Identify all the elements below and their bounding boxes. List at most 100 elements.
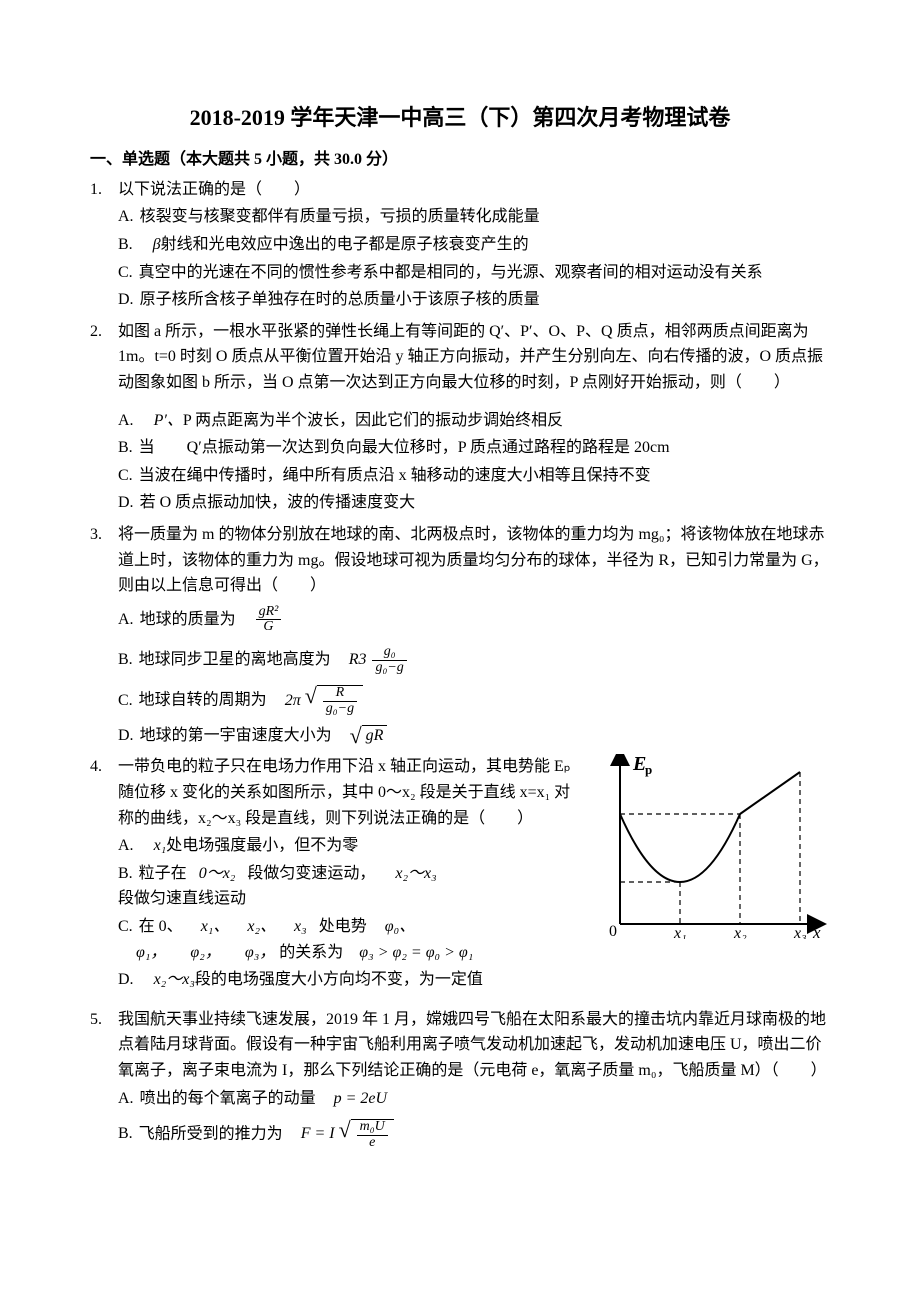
phi3: φ₃， [245,944,275,961]
seg1: 0～x₂ [199,865,236,882]
origin-label: 0 [609,923,617,939]
option-label: B. [118,1125,133,1142]
option-D: D. 原子核所含核子单独存在时的总质量小于该原子核的质量 [118,287,830,313]
rel-label: 的关系为 [279,944,343,961]
option-D: D. x₂～x₃段的电场强度大小方向均不变，为一定值 [118,967,830,993]
question-body: 我国航天事业持续飞速发展，2019 年 1 月，嫦娥四号飞船在太阳系最大的撞击坑… [118,1007,830,1151]
question-2: 2. 如图 a 所示，一根水平张紧的弹性长绳上有等间距的 Q′、P′、O、P、Q… [90,319,830,516]
option-text: 原子核所含核子单独存在时的总质量小于该原子核的质量 [140,291,540,308]
expr-p: p = 2eU [334,1090,387,1107]
option-text: 地球自转的周期为 [139,692,267,709]
option-label: B. [118,236,133,253]
figure-ep-chart: E p 0 x₁ x₂ x₃ x [595,754,830,939]
question-body: 以下说法正确的是（ ） A. 核裂变与核聚变都伴有质量亏损，亏损的质量转化成能量… [118,177,830,313]
option-label: D. [118,971,134,988]
option-text: 地球的质量为 [140,611,236,628]
sqrt-expr: √ Rg₀−g [305,685,363,716]
option-A: A. 地球的质量为 gR²G [118,605,830,635]
question-5: 5. 我国航天事业持续飞速发展，2019 年 1 月，嫦娥四号飞船在太阳系最大的… [90,1007,830,1151]
option-label: B. [118,865,133,882]
question-body: E p 0 x₁ x₂ x₃ x 一带负电的粒子只在电场力作用下沿 x 轴正向运… [118,754,830,992]
x2: x₂、 [247,918,276,935]
option-B: B. 飞船所受到的推力为 F = I √ m₀Ue [118,1119,830,1150]
question-number: 2. [90,319,118,516]
y-axis-label-sub: p [645,762,652,777]
option-label: D. [118,727,134,744]
option-B: B. 地球同步卫星的离地高度为 R3 g₀g₀−g [118,645,830,675]
beta-symbol: β [153,236,161,253]
option-text: 地球同步卫星的离地高度为 [139,651,331,668]
x2-tick-label: x₂ [733,925,747,939]
p-prime: P′、 [154,412,183,429]
option-prefix: 当 Q′ [139,439,202,456]
option-text-1: 粒子在 [139,865,187,882]
option-text: 飞船所受到的推力为 [139,1125,283,1142]
phi2: φ₂， [190,944,220,961]
coef: R3 [349,651,367,668]
t1: 在 0、 [139,918,183,935]
question-4: 4. [90,754,830,992]
seg: x₂～x₃ [154,971,195,988]
option-text: 处电场强度最小，但不为零 [166,837,358,854]
x1-tick-label: x₁ [673,925,687,939]
option-B: B. 当 Q′点振动第一次达到负向最大位移时，P 质点通过路程的路程是 20cm [118,435,830,461]
option-label: C. [118,692,133,709]
option-text: 段的电场强度大小方向均不变，为一定值 [195,971,483,988]
option-D: D. 若 O 质点振动加快，波的传播速度变大 [118,490,830,516]
x3-tick-label: x₃ [793,925,807,939]
option-label: A. [118,1090,134,1107]
option-label: C. [118,918,133,935]
coef: 2π [285,692,301,709]
option-label: B. [118,651,133,668]
option-A: A. 喷出的每个氧离子的动量 p = 2eU [118,1086,830,1112]
option-text: 地球的第一宇宙速度大小为 [140,727,332,744]
option-text: 点振动第一次达到负向最大位移时，P 质点通过路程的路程是 20cm [202,439,670,456]
option-C: C. 地球自转的周期为 2π √ Rg₀−g [118,685,830,716]
option-label: A. [118,412,134,429]
option-text-3: 段做匀速直线运动 [118,890,246,907]
fraction: g₀g₀−g [372,645,406,675]
option-label: D. [118,494,134,511]
option-label: A. [118,837,134,854]
question-stem: 以下说法正确的是（ ） [118,177,830,203]
option-label: A. [118,611,134,628]
option-text-2: 段做匀变速运动， [247,865,375,882]
option-text: 喷出的每个氧离子的动量 [140,1090,316,1107]
question-1: 1. 以下说法正确的是（ ） A. 核裂变与核聚变都伴有质量亏损，亏损的质量转化… [90,177,830,313]
seg2: x₂～x₃ [395,865,436,882]
option-label: C. [118,264,133,281]
option-label: C. [118,467,133,484]
option-A: A. P′、P 两点距离为半个波长，因此它们的振动步调始终相反 [118,408,830,434]
question-number: 1. [90,177,118,313]
question-number: 4. [90,754,118,992]
option-text: P 两点距离为半个波长，因此它们的振动步调始终相反 [183,412,563,429]
option-C: C. 当波在绳中传播时，绳中所有质点沿 x 轴移动的速度大小相等且保持不变 [118,463,830,489]
option-text: 真空中的光速在不同的惯性参考系中都是相同的，与光源、观察者间的相对运动没有关系 [139,264,763,281]
fraction: gR²G [254,611,284,628]
option-label: A. [118,208,134,225]
option-text: 当波在绳中传播时，绳中所有质点沿 x 轴移动的速度大小相等且保持不变 [139,467,651,484]
question-body: 如图 a 所示，一根水平张紧的弹性长绳上有等间距的 Q′、P′、O、P、Q 质点… [118,319,830,516]
option-label: D. [118,291,134,308]
option-label: B. [118,439,133,456]
question-3: 3. 将一质量为 m 的物体分别放在地球的南、北两极点时，该物体的重力均为 mg… [90,522,830,749]
option-B: B. β射线和光电效应中逸出的电子都是原子核衰变产生的 [118,232,830,258]
option-text: 若 O 质点振动加快，波的传播速度变大 [140,494,416,511]
sqrt-expr: √gR [350,725,388,747]
x-axis-label: x [812,923,821,939]
option-C: C. 真空中的光速在不同的惯性参考系中都是相同的，与光源、观察者间的相对运动没有… [118,260,830,286]
phi0: φ₀、 [385,918,415,935]
phi1: φ₁， [136,944,166,961]
question-body: 将一质量为 m 的物体分别放在地球的南、北两极点时，该物体的重力均为 mg₀；将… [118,522,830,749]
section-heading-1: 一、单选题（本大题共 5 小题，共 30.0 分） [90,147,830,173]
rel-expr: φ₃ > φ₂ = φ₀ > φ₁ [359,944,473,961]
question-stem: 我国航天事业持续飞速发展，2019 年 1 月，嫦娥四号飞船在太阳系最大的撞击坑… [118,1007,830,1084]
question-number: 5. [90,1007,118,1151]
page-title: 2018-2019 学年天津一中高三（下）第四次月考物理试卷 [90,100,830,135]
sqrt-expr: √ m₀Ue [339,1119,394,1150]
x1: x₁、 [201,918,230,935]
exam-page: 2018-2019 学年天津一中高三（下）第四次月考物理试卷 一、单选题（本大题… [0,0,920,1302]
question-stem: 将一质量为 m 的物体分别放在地球的南、北两极点时，该物体的重力均为 mg₀；将… [118,522,830,599]
option-text: 射线和光电效应中逸出的电子都是原子核衰变产生的 [161,236,529,253]
option-A: A. 核裂变与核聚变都伴有质量亏损，亏损的质量转化成能量 [118,204,830,230]
